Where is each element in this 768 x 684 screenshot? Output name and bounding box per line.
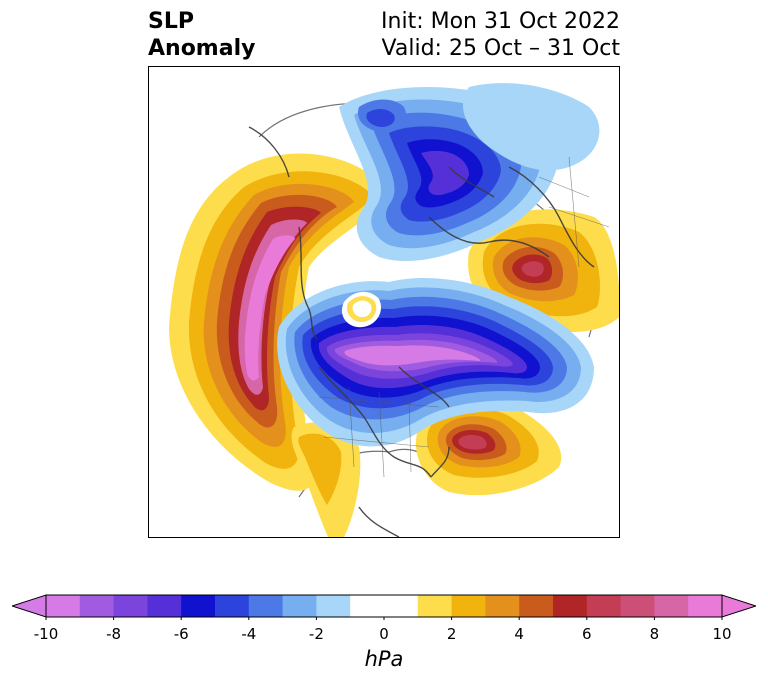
colorbar-tick-label: 0 xyxy=(379,625,389,643)
colorbar-extend-low xyxy=(12,594,47,618)
colorbar-bin xyxy=(215,595,250,617)
colorbar-tick-label: -2 xyxy=(308,625,324,643)
colorbar-tick-label: -4 xyxy=(241,625,257,643)
coastline-overlay xyxy=(248,126,595,537)
plot-title: SLP Anomaly xyxy=(148,8,255,62)
colorbar-bin xyxy=(384,595,419,617)
colorbar-tick-label: -10 xyxy=(33,625,59,643)
political-boundaries xyxy=(318,156,610,478)
map-svg xyxy=(169,83,619,537)
colorbar-bin xyxy=(79,595,115,617)
colorbar-bin xyxy=(654,595,689,617)
colorbar-tick-label: 4 xyxy=(514,625,524,643)
colorbar-tick-label: 2 xyxy=(446,625,457,643)
colorbar-bin xyxy=(553,595,588,617)
colorbar xyxy=(12,594,756,620)
colorbar-bin xyxy=(485,595,520,617)
title-line-slp: SLP xyxy=(148,9,194,34)
colorbar-bin xyxy=(248,595,284,617)
plot-dates: Init: Mon 31 Oct 2022 Valid: 25 Oct – 31… xyxy=(381,8,620,62)
init-date: Init: Mon 31 Oct 2022 xyxy=(381,9,620,34)
positive-anomaly-pacific xyxy=(169,153,389,491)
colorbar-tick-label: 10 xyxy=(712,625,732,643)
colorbar-tick-label: 8 xyxy=(649,625,660,643)
colorbar-bin xyxy=(586,595,622,617)
anomaly-map[interactable] xyxy=(148,66,620,538)
title-line-anomaly: Anomaly xyxy=(148,36,256,61)
colorbar-tick-label: -6 xyxy=(173,625,189,643)
colorbar-tick-label: 6 xyxy=(582,625,592,643)
colorbar-bin xyxy=(316,595,351,617)
negative-anomaly-northeast xyxy=(358,83,600,171)
colorbar-bin xyxy=(46,595,81,617)
colorbar-bin xyxy=(282,595,317,617)
colorbar-bin xyxy=(350,595,385,617)
colorbar-bin xyxy=(147,595,182,617)
colorbar-unit-label: hPa xyxy=(364,647,404,671)
colorbar-bin xyxy=(451,595,486,617)
near-zero-pole xyxy=(341,291,382,328)
colorbar-bin xyxy=(113,595,148,617)
colorbar-bin xyxy=(519,595,554,617)
colorbar-extend-high xyxy=(721,594,756,618)
positive-anomaly-atlantic xyxy=(415,398,562,496)
valid-range: Valid: 25 Oct – 31 Oct xyxy=(381,36,620,61)
positive-anomaly-us xyxy=(291,422,361,537)
colorbar-tick-label: -8 xyxy=(106,625,122,643)
colorbar-bin xyxy=(620,595,655,617)
colorbar-bin xyxy=(688,595,723,617)
colorbar-bin xyxy=(417,595,453,617)
colorbar-bin xyxy=(181,595,216,617)
